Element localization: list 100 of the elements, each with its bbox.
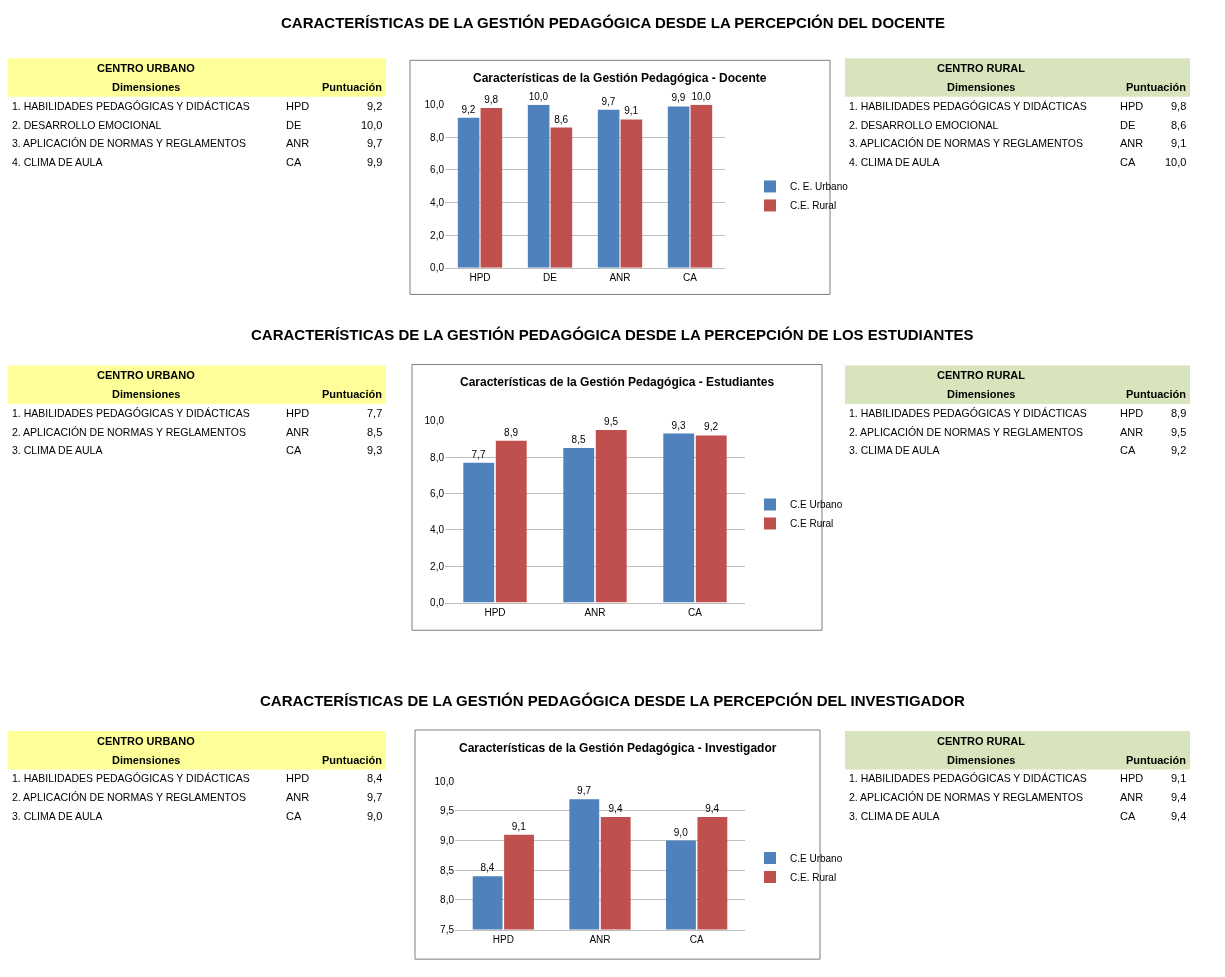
category-label: CA	[286, 156, 302, 168]
data-label: 9,2	[704, 421, 719, 433]
category-label: HPD	[286, 772, 310, 784]
bar	[695, 435, 727, 603]
category-label: DE	[286, 119, 302, 131]
data-label: 8,6	[554, 113, 569, 125]
text: 9,8	[1171, 100, 1187, 112]
category-label: 2. DESARROLLO EMOCIONAL	[849, 119, 999, 131]
y-tick-label: 6,0	[430, 164, 445, 176]
text: Puntuación	[322, 81, 383, 93]
category-label: CA	[1120, 156, 1136, 168]
category-label: 4. CLIMA DE AULA	[12, 156, 103, 168]
data-label: 7,7	[471, 448, 486, 460]
data-label: 9,5	[604, 415, 619, 427]
y-tick-label: 2,0	[430, 560, 445, 572]
data-label: 9,3	[671, 419, 686, 431]
bar	[620, 119, 643, 268]
category-label: CA	[286, 810, 302, 822]
text: 9,0	[367, 810, 383, 822]
text: 9,2	[367, 100, 383, 112]
x-tick-label: ANR	[609, 271, 631, 283]
text: 10,0	[1165, 156, 1187, 168]
category-label: ANR	[286, 426, 310, 438]
data-label: 8,4	[480, 862, 495, 874]
legend-label: C.E Urbano	[790, 852, 843, 864]
text: CENTRO URBANO	[97, 62, 196, 74]
text: CENTRO RURAL	[937, 369, 1026, 381]
category-label: HPD	[286, 407, 310, 419]
legend-label: C. E. Urbano	[790, 181, 849, 193]
y-tick-label: 8,0	[430, 451, 445, 463]
y-tick-label: 2,0	[430, 229, 445, 241]
text: CARACTERÍSTICAS DE LA GESTIÓN PEDAGÓGICA DESDE LA PERCEPCIÓN DEL INVESTIGADOR	[260, 692, 965, 709]
data-label: 9,2	[461, 103, 476, 115]
y-tick-label: 4,0	[430, 524, 445, 536]
category-label: 3. APLICACIÓN DE NORMAS Y REGLAMENTOS	[849, 137, 1083, 149]
text: 9,5	[1171, 426, 1187, 438]
data-label: 9,9	[671, 92, 686, 104]
text: Puntuación	[1126, 388, 1187, 400]
bar	[457, 117, 480, 268]
x-tick-label: HPD	[484, 606, 506, 618]
text: 9,3	[367, 444, 383, 456]
text: Dimensiones	[112, 388, 181, 400]
y-tick-label: 0,0	[430, 597, 445, 609]
category-label: 3. APLICACIÓN DE NORMAS Y REGLAMENTOS	[12, 137, 246, 149]
data-label: 8,9	[504, 426, 519, 438]
category-label: HPD	[1120, 407, 1144, 419]
chart-title: Características de la Gestión Pedagógica - Docente	[473, 71, 767, 85]
bar	[690, 104, 713, 268]
y-tick-label: 8,0	[440, 894, 455, 906]
chart-title: Características de la Gestión Pedagógica - Estudiantes	[460, 375, 775, 389]
category-label: 1. HABILIDADES PEDAGÓGICAS Y DIDÁCTICAS	[12, 407, 250, 419]
category-label: ANR	[1120, 791, 1144, 803]
category-label: 2. APLICACIÓN DE NORMAS Y REGLAMENTOS	[12, 426, 246, 438]
category-label: ANR	[1120, 426, 1144, 438]
category-label: 3. CLIMA DE AULA	[849, 444, 940, 456]
chart-title: Características de la Gestión Pedagógica - Investigador	[459, 741, 777, 755]
text: 9,9	[367, 156, 383, 168]
bar	[595, 429, 627, 603]
bar	[480, 108, 503, 268]
text: 9,4	[1171, 810, 1187, 822]
data-label: 10,0	[691, 90, 712, 102]
category-label: 1. HABILIDADES PEDAGÓGICAS Y DIDÁCTICAS	[849, 100, 1087, 112]
text: Puntuación	[1126, 81, 1187, 93]
text: Puntuación	[322, 388, 383, 400]
bar	[667, 106, 690, 268]
category-label: 1. HABILIDADES PEDAGÓGICAS Y DIDÁCTICAS	[12, 100, 250, 112]
legend-label: C.E. Rural	[790, 871, 837, 883]
text: CARACTERÍSTICAS DE LA GESTIÓN PEDAGÓGICA DESDE LA PERCEPCIÓN DEL DOCENTE	[281, 14, 945, 31]
y-tick-label: 8,5	[440, 864, 455, 876]
x-tick-label: CA	[689, 933, 704, 945]
x-tick-label: ANR	[589, 933, 611, 945]
data-label: 9,0	[673, 826, 689, 838]
category-label: CA	[286, 444, 302, 456]
category-label: DE	[1120, 119, 1136, 131]
text: 8,6	[1171, 119, 1187, 131]
data-label: 9,4	[608, 802, 623, 814]
text: CENTRO RURAL	[937, 735, 1026, 747]
legend-label: C.E Urbano	[790, 499, 843, 511]
y-tick-label: 7,5	[440, 924, 455, 936]
text: 9,1	[1171, 137, 1187, 149]
data-label: 10,0	[528, 90, 549, 102]
data-label: 9,8	[484, 94, 499, 106]
category-label: 2. APLICACIÓN DE NORMAS Y REGLAMENTOS	[849, 791, 1083, 803]
category-label: 1. HABILIDADES PEDAGÓGICAS Y DIDÁCTICAS	[849, 772, 1087, 784]
text: Dimensiones	[947, 81, 1016, 93]
text: 8,9	[1171, 407, 1187, 419]
y-tick-label: 10,0	[424, 415, 445, 427]
category-label: 1. HABILIDADES PEDAGÓGICAS Y DIDÁCTICAS	[12, 772, 250, 784]
data-label: 9,1	[511, 820, 527, 832]
text: CENTRO RURAL	[937, 62, 1026, 74]
category-label: 3. CLIMA DE AULA	[849, 810, 940, 822]
x-tick-label: CA	[683, 271, 698, 283]
text: Dimensiones	[947, 754, 1016, 766]
category-label: ANR	[286, 791, 310, 803]
category-label: CA	[1120, 810, 1136, 822]
category-label: 2. APLICACIÓN DE NORMAS Y REGLAMENTOS	[849, 426, 1083, 438]
bar	[550, 127, 573, 268]
bar	[495, 440, 527, 603]
text: CARACTERÍSTICAS DE LA GESTIÓN PEDAGÓGICA DESDE LA PERCEPCIÓN DE LOS ESTUDIANTES	[251, 326, 974, 343]
data-label: 9,7	[601, 95, 616, 107]
